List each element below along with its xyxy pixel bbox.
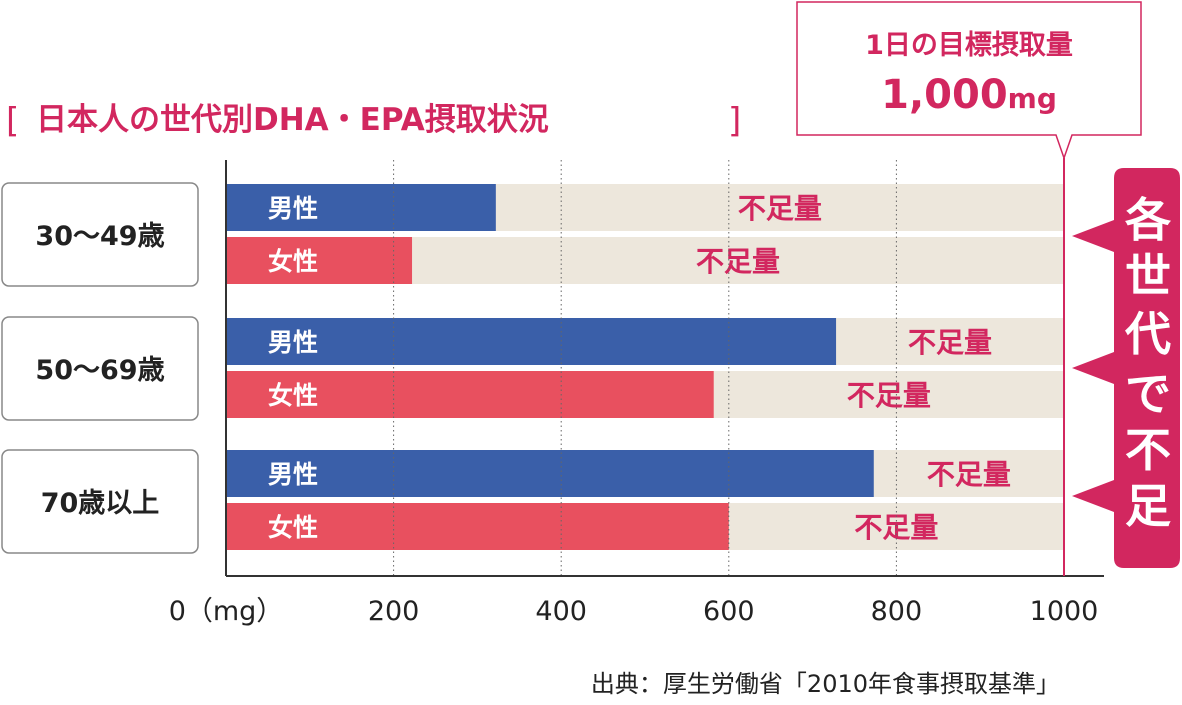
side-char-1: 各 [1125,193,1172,247]
group-label-3-box: 70歳以上 [1,449,199,554]
group-label-3: 70歳以上 [41,488,160,519]
x-tick-label: 0（mg） [169,596,284,627]
bar-female [226,371,714,418]
callout-unit: mg [1008,82,1057,115]
group-label-2: 50〜69歳 [35,355,164,386]
group-label-1: 30〜49歳 [35,221,164,252]
x-tick-label: 400 [535,596,587,627]
side-char-2: 世 [1125,249,1171,303]
bar-series-label: 女性 [268,247,318,276]
deficit-label: 不足量 [696,245,780,278]
x-tick-label: 800 [871,596,923,627]
bar-female [226,503,729,550]
callout-number: 1,000 [881,72,1008,118]
x-tick-label: 1000 [1030,596,1099,627]
target-callout: 1日の目標摂取量 1,000mg [796,1,1142,161]
side-banner-shape [1072,168,1180,568]
group-label-2-box: 50〜69歳 [1,316,199,421]
bar-series-label: 男性 [268,460,318,489]
bar-female [226,237,413,284]
grid-layer [393,160,897,576]
bar-male [226,318,837,365]
side-char-5: 不 [1125,423,1171,477]
side-char-3: 代 [1124,307,1171,361]
bar-male [226,450,874,497]
bar-series-label: 女性 [268,513,318,542]
bar-male [226,184,496,231]
source-note: 出典：厚生労働省「2010年食事摂取基準」 [591,670,1060,698]
side-char-6: 足 [1125,479,1171,533]
x-tick-label: 600 [703,596,755,627]
x-tick-label: 200 [368,596,420,627]
bar-series-label: 女性 [268,381,318,410]
deficit-label: 不足量 [847,379,931,412]
title-bracket-left: [ [6,101,19,141]
deficit-label: 不足量 [738,192,822,225]
callout-value: 1,000mg [881,72,1057,118]
side-char-4: で [1125,367,1171,421]
deficit-label: 不足量 [927,458,1011,491]
title-bracket-right: ] [728,101,741,141]
deficit-label: 不足量 [908,326,992,359]
bar-series-label: 男性 [268,194,318,223]
bar-series-label: 男性 [268,328,318,357]
group-label-1-box: 30〜49歳 [1,182,199,287]
callout-title: 1日の目標摂取量 [865,30,1073,61]
side-banner: 各 世 代 で 不 足 [1072,168,1180,568]
callout-box [796,1,1142,161]
tick-layer: 0（mg） 200 400 600 800 1000 [169,596,1099,627]
chart-title: 日本人の世代別DHA・EPA摂取状況 [36,102,549,138]
